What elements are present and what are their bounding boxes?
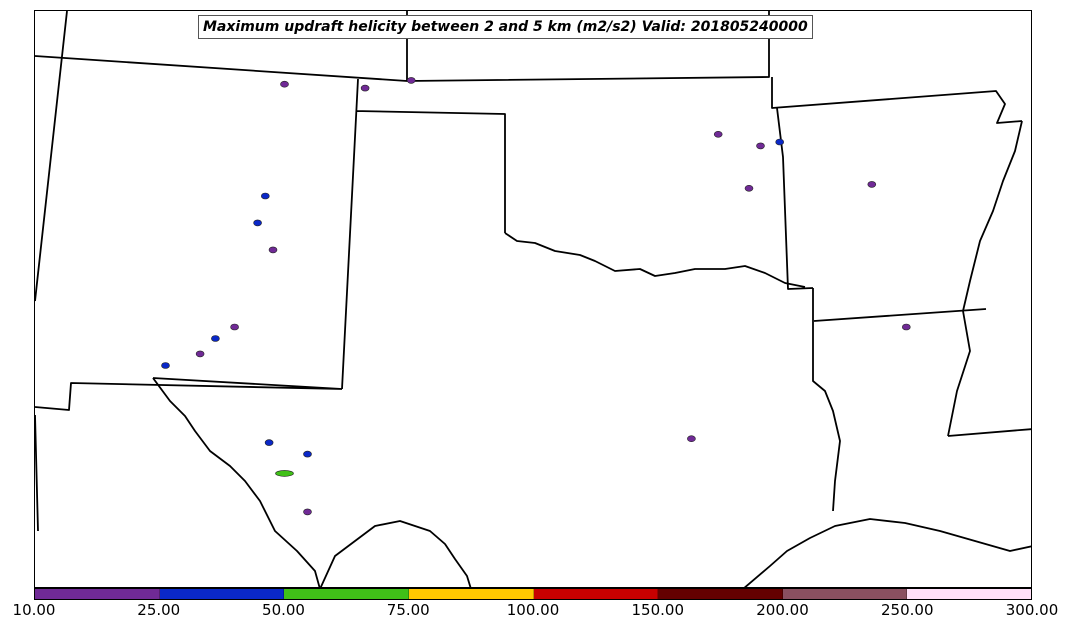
colorbar-segment <box>159 589 285 599</box>
helicity-cell <box>275 470 294 477</box>
helicity-cell <box>775 138 785 146</box>
colorbar-tick-label: 25.00 <box>137 601 181 619</box>
helicity-cell <box>901 323 911 331</box>
colorbar-segment <box>284 589 409 599</box>
red-river-boundary <box>504 232 806 288</box>
helicity-cell <box>195 350 205 358</box>
helicity-cell <box>687 435 696 443</box>
colorbar <box>34 588 1032 600</box>
rio-grande-boundary <box>152 377 321 587</box>
helicity-cell <box>867 181 877 188</box>
map-title: Maximum updraft helicity between 2 and 5… <box>198 15 813 39</box>
map-area <box>34 10 1032 588</box>
colorbar-segment <box>658 589 783 599</box>
helicity-cell <box>253 219 262 227</box>
colorbar-tick-label: 250.00 <box>881 601 934 619</box>
colorbar-segment <box>408 589 534 599</box>
colorbar-tick-label: 100.00 <box>506 601 560 619</box>
helicity-cell <box>756 142 765 150</box>
colorbar-tick-label: 150.00 <box>631 601 685 619</box>
helicity-cell <box>303 508 312 516</box>
colorbar-tick-label: 10.00 <box>12 601 56 619</box>
helicity-cell <box>161 362 170 369</box>
helicity-cells-layer <box>161 77 911 516</box>
helicity-cell <box>303 450 312 458</box>
mexico-border <box>319 520 472 587</box>
colorbar-segment <box>782 589 908 599</box>
colorbar-segment <box>533 589 659 599</box>
gulf-coastline <box>743 518 1031 587</box>
colorbar-tick-label: 300.00 <box>1005 601 1059 619</box>
colorbar-tick-label: 200.00 <box>756 601 809 619</box>
helicity-cell <box>713 131 723 138</box>
helicity-cell <box>211 335 220 342</box>
colorbar-tick-label: 75.00 <box>386 601 430 619</box>
colorbar-segment <box>907 589 1031 599</box>
mississippi-boundary <box>947 120 1023 437</box>
helicity-cell <box>360 84 370 92</box>
colorbar-ticks: 10.00 25.00 50.00 75.00 100.00 150.00 200.00 25… <box>0 600 1070 630</box>
helicity-cell <box>261 192 270 200</box>
helicity-cell <box>264 439 274 446</box>
sabine-boundary <box>812 288 841 512</box>
helicity-cell <box>280 80 289 88</box>
helicity-cell <box>406 77 416 84</box>
colorbar-segment <box>35 589 160 599</box>
helicity-cell <box>230 323 239 331</box>
colorbar-tick-label: 50.00 <box>262 601 305 619</box>
helicity-cell <box>268 246 278 254</box>
helicity-cell <box>744 185 754 192</box>
state-boundaries <box>35 11 1031 532</box>
map-canvas <box>35 11 1031 587</box>
